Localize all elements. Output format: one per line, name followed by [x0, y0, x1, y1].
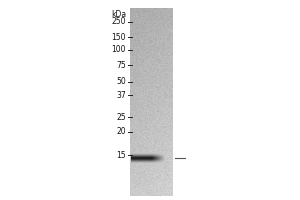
Text: 25: 25 — [116, 112, 126, 121]
Text: 37: 37 — [116, 90, 126, 99]
Text: 75: 75 — [116, 60, 126, 70]
Text: kDa: kDa — [111, 10, 126, 19]
Text: 50: 50 — [116, 77, 126, 86]
Text: 150: 150 — [112, 32, 126, 42]
Text: 250: 250 — [112, 18, 126, 26]
Text: 20: 20 — [116, 128, 126, 136]
Text: 100: 100 — [112, 46, 126, 54]
Text: 15: 15 — [116, 150, 126, 160]
